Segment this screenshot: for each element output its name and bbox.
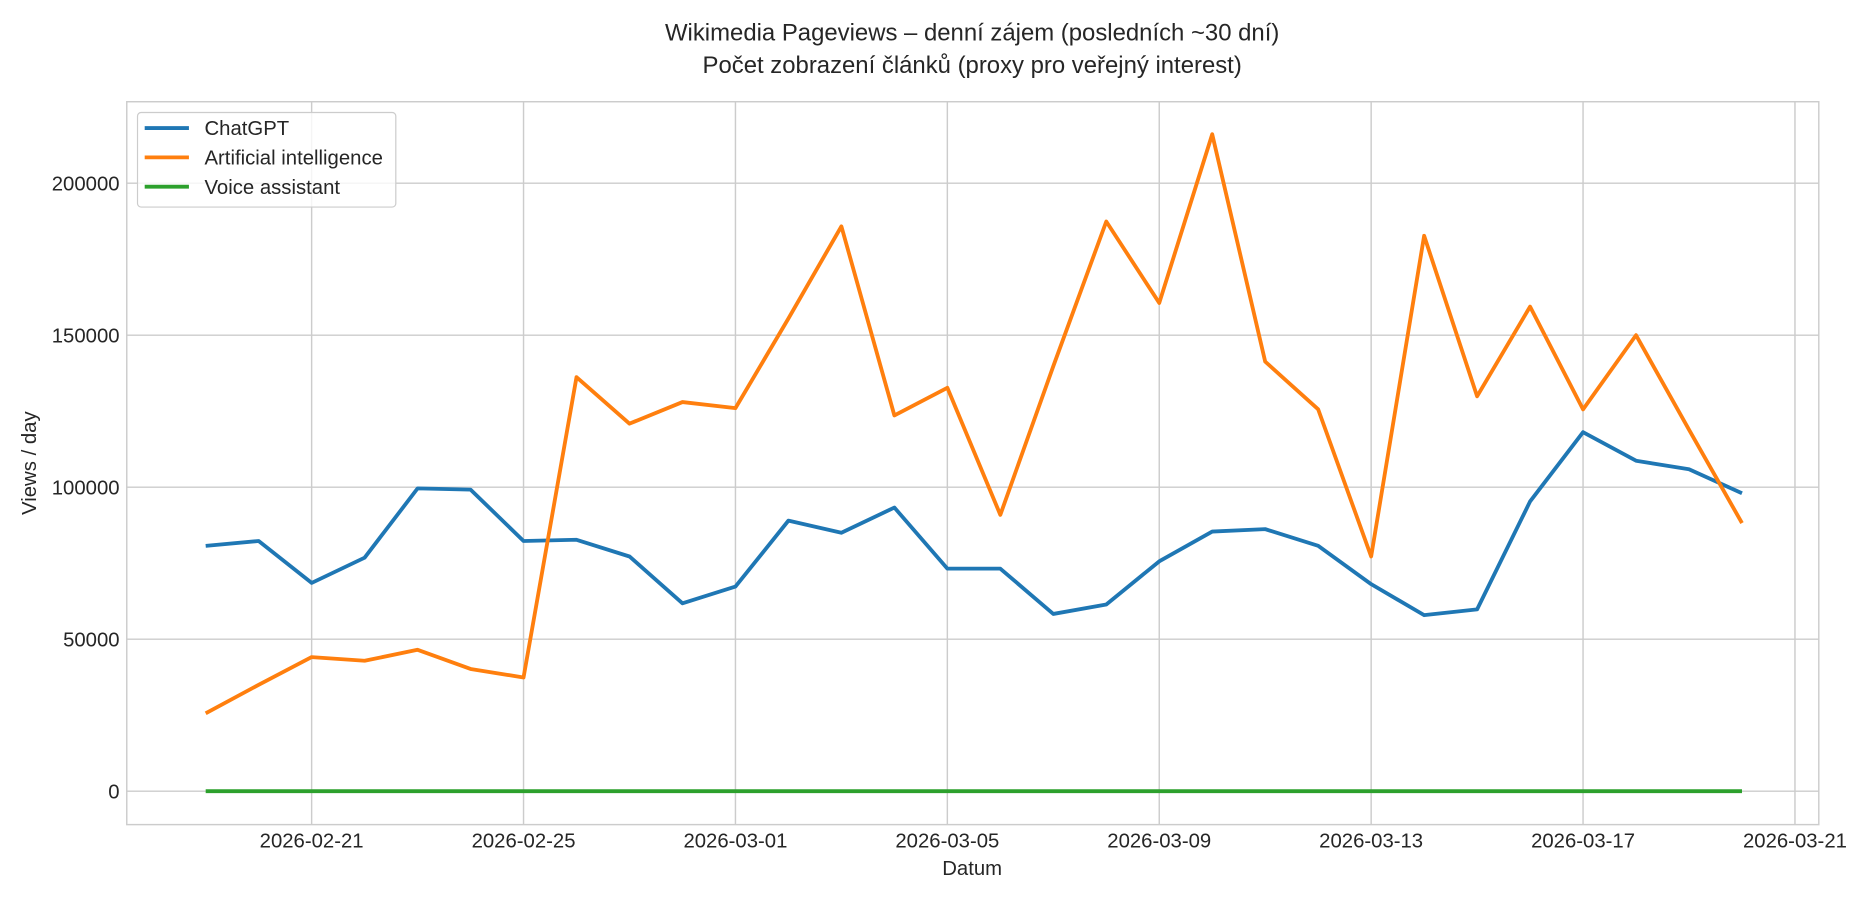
- x-tick-label: 2026-03-01: [683, 830, 787, 852]
- x-tick-label: 2026-03-13: [1319, 830, 1423, 852]
- x-axis-ticks: 2026-02-21 2026-02-25 2026-03-01 2026-03-05…: [260, 830, 1847, 852]
- x-tick-label: 2026-03-21: [1743, 830, 1847, 852]
- x-tick-label: 2026-02-21: [260, 830, 364, 852]
- chart-subtitle: Počet zobrazení článků (proxy pro veřejn…: [703, 52, 1242, 79]
- y-tick-label: 100000: [52, 477, 120, 499]
- plot-area-frame: [126, 101, 1820, 826]
- y-axis-ticks: 0 50000 100000 150000 200000: [52, 173, 120, 803]
- chart-title: Wikimedia Pageviews – denní zájem (posle…: [665, 20, 1279, 47]
- x-axis-label: Datum: [942, 858, 1002, 880]
- x-tick-label: 2026-03-09: [1107, 830, 1211, 852]
- y-tick-label: 150000: [52, 325, 120, 347]
- legend-label: Artificial intelligence: [204, 148, 382, 170]
- y-tick-label: 0: [108, 781, 119, 803]
- x-tick-label: 2026-02-25: [472, 830, 576, 852]
- legend-label: ChatGPT: [204, 118, 289, 140]
- x-tick-label: 2026-03-05: [895, 830, 999, 852]
- legend: ChatGPT Artificial intelligence Voice assi…: [136, 111, 397, 208]
- legend-box: [136, 111, 397, 208]
- series-line-artificial-intelligence: [204, 132, 1744, 716]
- legend-label: Voice assistant: [204, 177, 340, 199]
- y-axis-label: Views / day: [19, 411, 41, 515]
- x-tick-label: 2026-03-17: [1531, 830, 1635, 852]
- y-tick-label: 200000: [52, 173, 120, 195]
- series-lines: [204, 132, 1744, 794]
- grid: [126, 101, 1819, 825]
- y-tick-label: 50000: [63, 629, 120, 651]
- series-line-chatgpt: [205, 430, 1743, 618]
